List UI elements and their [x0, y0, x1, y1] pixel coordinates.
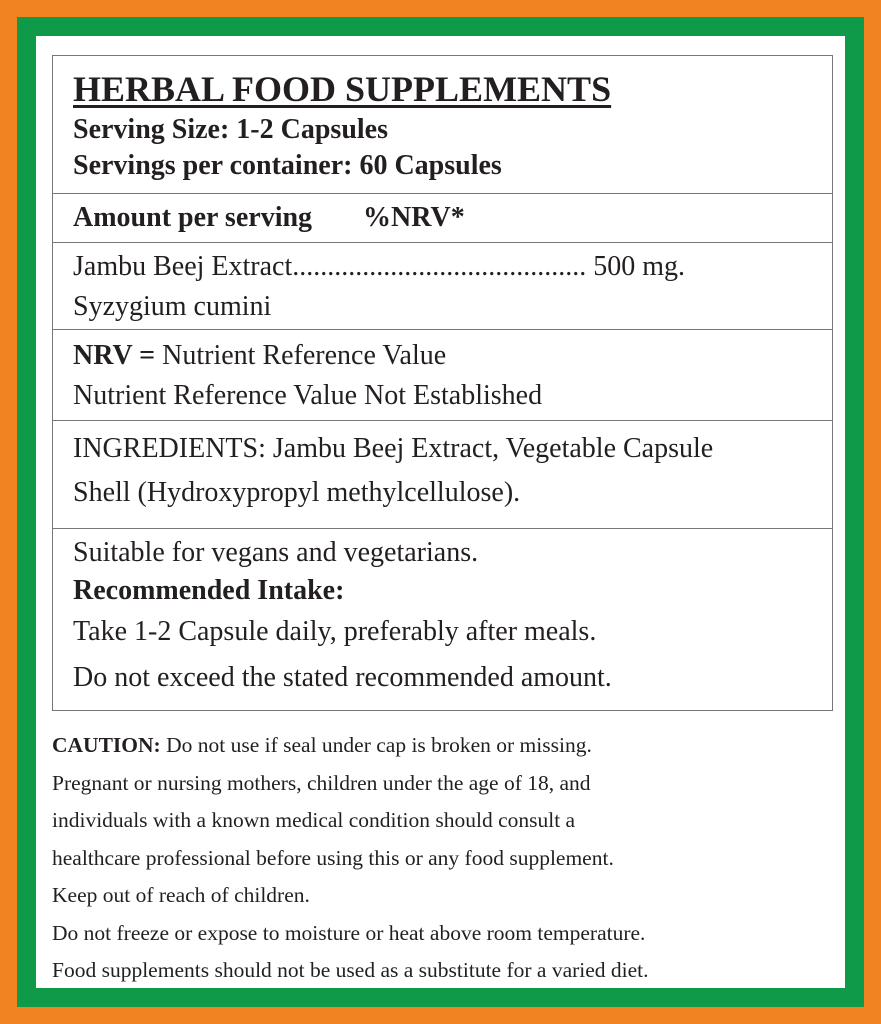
- nrv-header: %NRV*: [363, 202, 465, 233]
- intake-line-1: Take 1-2 Capsule daily, preferably after…: [73, 616, 597, 647]
- ingredients-line-2: Shell (Hydroxypropyl methylcellulose).: [73, 477, 521, 508]
- caution-line: healthcare professional before using thi…: [52, 845, 614, 870]
- ingredient-row: Jambu Beej Extract......................…: [53, 243, 832, 330]
- intake-heading: Recommended Intake:: [73, 575, 345, 606]
- ingredient-name: Jambu Beej Extract: [73, 251, 293, 282]
- caution-line: Do not use if seal under cap is broken o…: [160, 733, 592, 757]
- caution-line: Food supplements should not be used as a…: [52, 958, 649, 982]
- serving-size: Serving Size: 1-2 Capsules: [73, 114, 388, 145]
- amount-label: Amount per serving: [73, 202, 313, 233]
- caution-line: Keep out of reach of children.: [52, 883, 310, 907]
- caution-label: CAUTION:: [52, 733, 161, 757]
- usage-row: Suitable for vegans and vegetarians. Rec…: [53, 529, 832, 710]
- ingredients-row: INGREDIENTS: Jambu Beej Extract, Vegetab…: [53, 421, 832, 529]
- supplement-facts-table: HERBAL FOOD SUPPLEMENTS Serving Size: 1-…: [52, 55, 833, 711]
- nrv-definition: Nutrient Reference Value: [162, 340, 447, 371]
- nrv-abbr: NRV =: [73, 340, 156, 371]
- suitable-text: Suitable for vegans and vegetarians.: [73, 537, 479, 568]
- nrv-row: NRV = Nutrient Reference Value Nutrient …: [53, 330, 832, 421]
- label-panel: [36, 36, 845, 988]
- nrv-note: Nutrient Reference Value Not Established: [73, 380, 543, 411]
- intake-line-2: Do not exceed the stated recommended amo…: [73, 662, 612, 693]
- ingredient-latin: Syzygium cumini: [73, 291, 272, 322]
- amount-header-row: Amount per serving %NRV*: [53, 194, 832, 243]
- caution-line: Do not freeze or expose to moisture or h…: [52, 920, 646, 945]
- caution-line: individuals with a known medical conditi…: [52, 808, 576, 832]
- header-section: HERBAL FOOD SUPPLEMENTS Serving Size: 1-…: [53, 56, 832, 194]
- caution-section: CAUTION: Do not use if seal under cap is…: [52, 727, 842, 990]
- servings-per-container: Servings per container: 60 Capsules: [73, 150, 502, 181]
- page-title: HERBAL FOOD SUPPLEMENTS: [73, 69, 612, 109]
- ingredient-amount: 500 mg.: [593, 251, 686, 282]
- dot-leader: ........................................…: [292, 251, 587, 282]
- caution-line: Pregnant or nursing mothers, children un…: [52, 770, 591, 795]
- ingredients-line-1: INGREDIENTS: Jambu Beej Extract, Vegetab…: [73, 433, 714, 464]
